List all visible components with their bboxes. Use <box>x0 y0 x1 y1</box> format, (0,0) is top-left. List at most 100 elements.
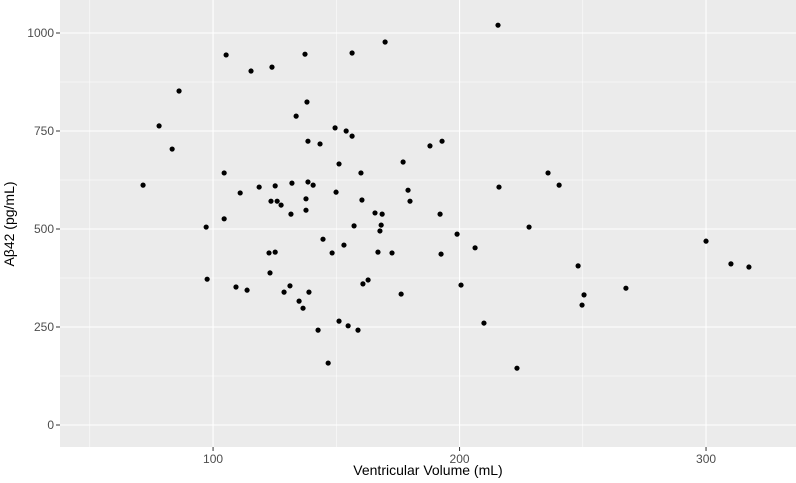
point <box>320 236 326 242</box>
point <box>293 113 299 119</box>
point <box>336 318 342 324</box>
point <box>303 196 309 202</box>
point <box>288 211 294 217</box>
point <box>140 182 146 188</box>
point <box>336 161 342 167</box>
point <box>281 289 287 295</box>
point <box>382 39 388 45</box>
point <box>365 277 371 283</box>
point <box>267 270 273 276</box>
point <box>439 138 445 144</box>
point <box>746 264 752 270</box>
point <box>375 249 381 255</box>
point <box>379 211 385 217</box>
point <box>458 282 464 288</box>
point <box>372 210 378 216</box>
point <box>349 50 355 56</box>
point <box>437 211 443 217</box>
point <box>581 292 587 298</box>
point <box>378 222 384 228</box>
point <box>305 179 311 185</box>
point <box>438 251 444 257</box>
point <box>176 88 182 94</box>
point <box>341 242 347 248</box>
point <box>472 245 478 251</box>
point <box>481 320 487 326</box>
point <box>302 51 308 57</box>
point <box>407 198 413 204</box>
point <box>496 184 502 190</box>
point <box>427 143 433 149</box>
point <box>204 276 210 282</box>
point <box>306 289 312 295</box>
x-tick-label: 100 <box>203 452 223 466</box>
point <box>398 291 404 297</box>
point <box>237 190 243 196</box>
point <box>305 138 311 144</box>
point <box>728 261 734 267</box>
point <box>268 198 274 204</box>
point <box>156 123 162 129</box>
point <box>272 249 278 255</box>
point <box>256 184 262 190</box>
point <box>333 189 339 195</box>
point <box>269 64 275 70</box>
point <box>169 146 175 152</box>
point <box>332 125 338 131</box>
point <box>556 182 562 188</box>
point <box>315 327 321 333</box>
point <box>454 231 460 237</box>
point <box>358 170 364 176</box>
point <box>272 183 278 189</box>
point <box>575 263 581 269</box>
point <box>300 305 306 311</box>
y-tick-label: 750 <box>34 124 54 138</box>
point <box>304 99 310 105</box>
point <box>248 68 254 74</box>
point <box>345 323 351 329</box>
point <box>623 285 629 291</box>
y-tick-label: 1000 <box>27 26 54 40</box>
point <box>303 207 309 213</box>
point <box>514 365 520 371</box>
point <box>545 170 551 176</box>
point <box>343 128 349 134</box>
point <box>389 250 395 256</box>
point <box>278 202 284 208</box>
point <box>221 216 227 222</box>
point <box>579 302 585 308</box>
point <box>526 224 532 230</box>
y-axis-title: Aβ42 (pg/mL) <box>1 181 17 266</box>
point <box>359 197 365 203</box>
point <box>223 52 229 58</box>
point <box>244 287 250 293</box>
point <box>360 281 366 287</box>
x-tick-label: 200 <box>450 452 470 466</box>
x-axis-title: Ventricular Volume (mL) <box>353 462 502 478</box>
x-tick-label: 300 <box>696 452 716 466</box>
point <box>289 180 295 186</box>
point <box>405 187 411 193</box>
point <box>274 198 280 204</box>
point <box>325 360 331 366</box>
y-tick-label: 500 <box>34 222 54 236</box>
point <box>355 327 361 333</box>
point <box>233 284 239 290</box>
point <box>349 133 355 139</box>
point <box>329 250 335 256</box>
point <box>351 223 357 229</box>
point <box>296 298 302 304</box>
point <box>203 224 209 230</box>
point <box>221 170 227 176</box>
point <box>266 250 272 256</box>
point <box>377 228 383 234</box>
point <box>287 283 293 289</box>
point <box>310 182 316 188</box>
y-tick-label: 250 <box>34 320 54 334</box>
point <box>703 238 709 244</box>
point <box>400 159 406 165</box>
panel <box>60 0 796 447</box>
point <box>317 141 323 147</box>
point <box>495 22 501 28</box>
